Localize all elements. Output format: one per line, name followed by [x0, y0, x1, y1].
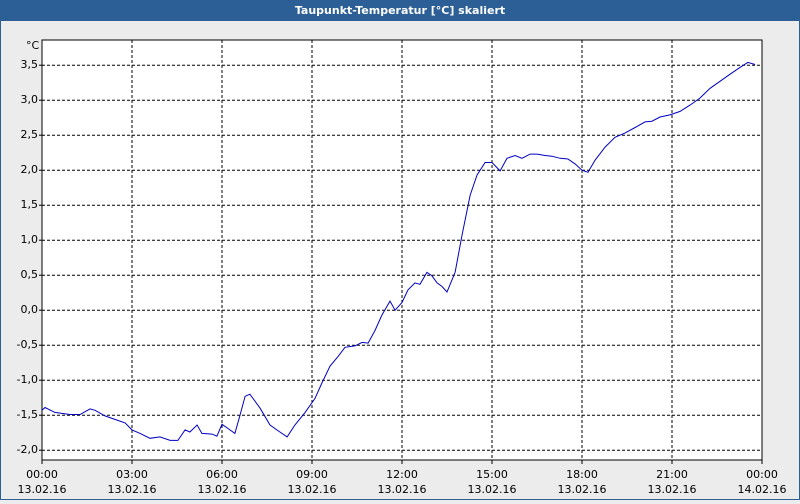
- x-tick-label: 00:00: [746, 468, 778, 481]
- y-tick-label: 0,0: [21, 303, 39, 316]
- title-bar: [0, 0, 800, 21]
- y-unit: °C: [26, 39, 40, 52]
- y-tick-label: 1,5: [21, 198, 39, 211]
- y-tick-label: 2,0: [21, 163, 39, 176]
- x-tick-date: 13.02.16: [288, 483, 337, 496]
- y-tick-label: 1,0: [21, 233, 39, 246]
- x-tick-date: 14.02.16: [738, 483, 787, 496]
- y-tick-label: -2,0: [17, 443, 38, 456]
- x-tick-label: 12:00: [386, 468, 418, 481]
- x-tick-label: 21:00: [656, 468, 688, 481]
- y-tick-label: 2,5: [21, 128, 39, 141]
- x-tick-date: 13.02.16: [648, 483, 697, 496]
- y-tick-label: 0,5: [21, 268, 39, 281]
- y-tick-label: -1,0: [17, 373, 38, 386]
- x-tick-date: 13.02.16: [18, 483, 67, 496]
- y-tick-label: 3,5: [21, 58, 39, 71]
- y-tick-label: 3,0: [21, 93, 39, 106]
- x-tick-label: 06:00: [206, 468, 238, 481]
- data-line: [41, 61, 756, 441]
- x-tick-label: 03:00: [116, 468, 148, 481]
- x-tick-label: 15:00: [476, 468, 508, 481]
- x-tick-date: 13.02.16: [378, 483, 427, 496]
- x-tick-date: 13.02.16: [468, 483, 517, 496]
- y-tick-label: -1,5: [17, 408, 38, 421]
- y-tick-label: -0,5: [17, 338, 38, 351]
- chart-title: Taupunkt-Temperatur [°C] skaliert: [295, 4, 505, 17]
- x-tick-label: 09:00: [296, 468, 328, 481]
- x-tick-label: 00:00: [26, 468, 58, 481]
- x-tick-date: 13.02.16: [198, 483, 247, 496]
- x-tick-label: 18:00: [566, 468, 598, 481]
- x-tick-date: 13.02.16: [558, 483, 607, 496]
- x-tick-date: 13.02.16: [108, 483, 157, 496]
